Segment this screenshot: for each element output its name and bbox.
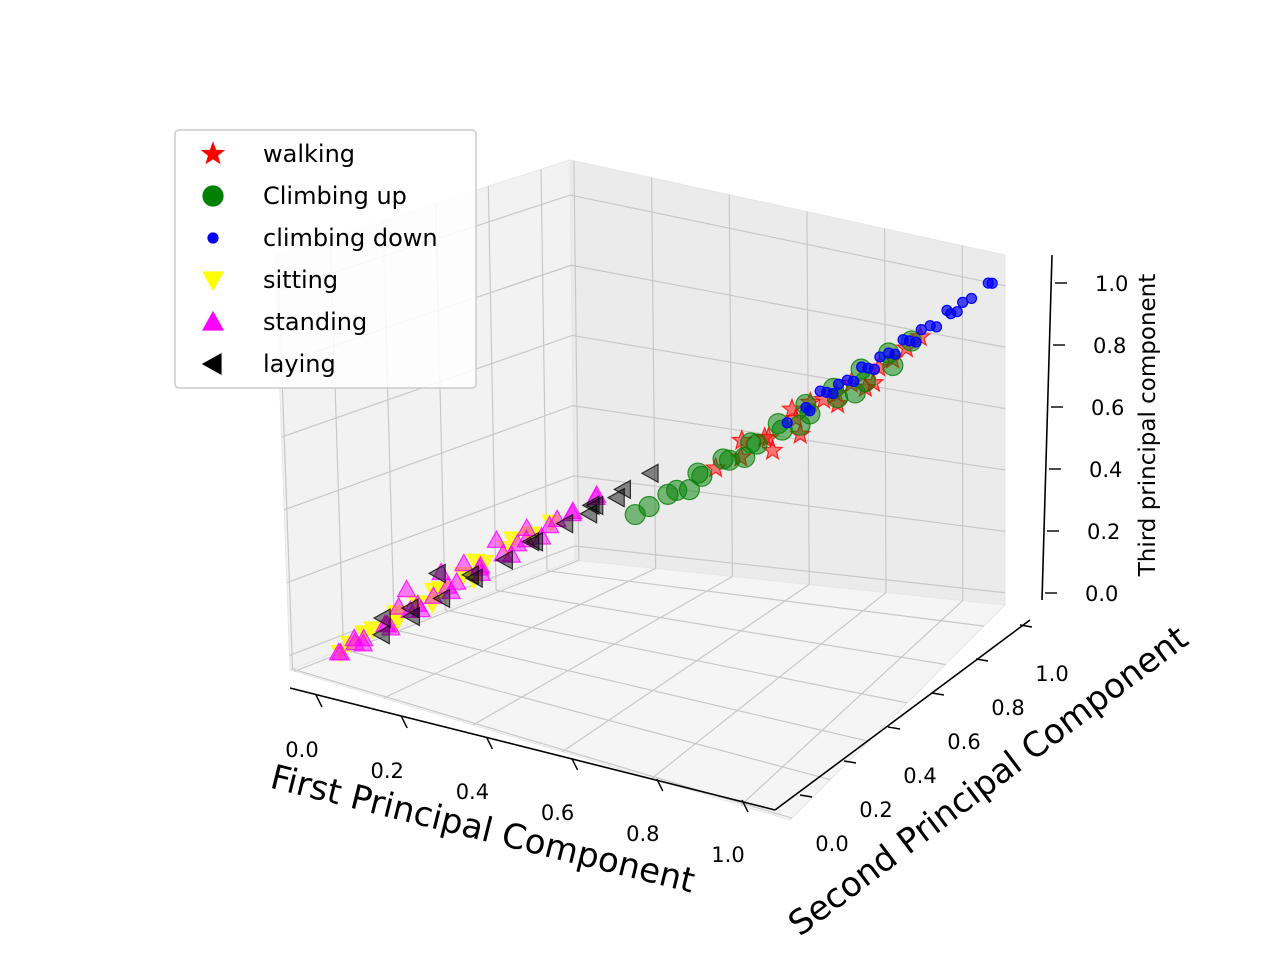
data-point	[911, 337, 921, 347]
z-tick-label: 0.6	[1091, 396, 1124, 420]
z-tick-label: 1.0	[1095, 272, 1128, 296]
legend-marker	[208, 233, 218, 243]
z-axis-line	[1042, 255, 1052, 600]
x-tick-label: 1.0	[711, 843, 744, 867]
data-point	[790, 415, 810, 435]
y-tick-label: 0.6	[947, 730, 980, 754]
x-tick-label: 0.2	[370, 759, 403, 783]
legend-label: Climbing up	[263, 182, 407, 210]
data-point	[916, 325, 926, 335]
data-point	[735, 447, 755, 467]
z-axis-label: Third principal component	[1135, 274, 1161, 578]
z-tick-label: 0.2	[1087, 520, 1120, 544]
y-tick-label: 1.0	[1035, 662, 1068, 686]
back-right-pane	[570, 160, 1005, 605]
data-point	[958, 297, 968, 307]
legend-label: standing	[263, 308, 367, 336]
legend: walking Climbing up climbing down sitting st…	[175, 130, 476, 388]
data-point	[782, 418, 792, 428]
y-tick-label: 0.8	[991, 696, 1024, 720]
y-tick-label: 0.2	[859, 798, 892, 822]
data-point	[983, 278, 993, 288]
data-point	[713, 449, 733, 469]
x-tick-label: 0.6	[541, 801, 574, 825]
legend-marker	[203, 186, 223, 206]
data-point	[952, 307, 962, 317]
data-point	[625, 505, 645, 525]
legend-label: climbing down	[263, 224, 438, 252]
data-point	[828, 389, 838, 399]
z-tick-label: 0.8	[1093, 334, 1126, 358]
z-tick-label: 0.0	[1085, 582, 1118, 606]
x-tick-label: 0.4	[456, 780, 489, 804]
legend-label: laying	[263, 350, 336, 378]
y-tick	[888, 727, 900, 729]
data-point	[857, 362, 867, 372]
y-tick-label: 0.4	[903, 764, 936, 788]
legend-label: walking	[263, 140, 355, 168]
data-point	[679, 480, 699, 500]
legend-label: sitting	[263, 266, 338, 294]
data-point	[890, 349, 900, 359]
data-point	[815, 386, 825, 396]
data-point	[898, 335, 908, 345]
data-point	[869, 364, 879, 374]
data-point	[849, 376, 859, 386]
data-point	[875, 352, 885, 362]
y-tick	[932, 693, 944, 695]
data-point	[658, 484, 678, 504]
x-tick	[316, 695, 322, 707]
y-tick	[976, 659, 988, 661]
z-tick-label: 0.4	[1089, 458, 1122, 482]
x-tick-label: 0.0	[285, 738, 318, 762]
x-tick-label: 0.8	[626, 822, 659, 846]
data-point	[834, 379, 844, 389]
data-point	[932, 322, 942, 332]
y-tick-label: 0.0	[815, 832, 848, 856]
data-point	[942, 305, 952, 315]
data-point	[805, 406, 815, 416]
